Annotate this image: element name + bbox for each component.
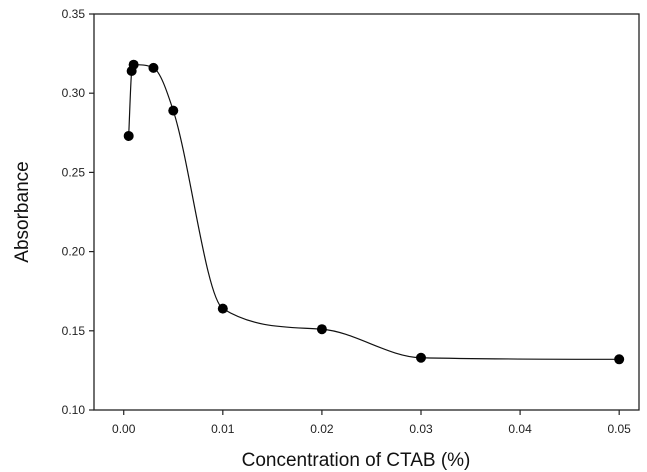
y-tick-label: 0.10: [62, 403, 86, 417]
fitted-curve: [128, 64, 620, 360]
x-tick-label: 0.03: [409, 422, 433, 436]
data-point: [416, 352, 426, 363]
plot-frame: [93, 13, 640, 411]
y-tick-label: 0.30: [62, 86, 86, 100]
y-tick-label: 0.25: [62, 165, 86, 179]
x-tick-label: 0.02: [310, 422, 334, 436]
x-tick-label: 0.00: [112, 422, 136, 436]
data-point: [217, 303, 228, 314]
y-axis-title: Absorbance: [12, 161, 33, 262]
data-points: [123, 59, 625, 365]
x-axis-title: Concentration of CTAB (%): [242, 450, 471, 471]
y-tick-label: 0.15: [62, 324, 86, 338]
y-axis-ticks: 0.10 0.15 0.20 0.25 0.30 0.35: [62, 7, 94, 417]
x-tick-label: 0.05: [608, 422, 632, 436]
data-point: [168, 105, 179, 116]
y-tick-label: 0.20: [62, 245, 86, 259]
data-point: [614, 354, 625, 365]
y-tick-label: 0.35: [62, 7, 86, 21]
x-tick-label: 0.01: [211, 422, 235, 436]
x-tick-label: 0.04: [508, 422, 532, 436]
data-point: [148, 62, 159, 73]
data-point: [128, 59, 139, 70]
data-point: [123, 130, 134, 141]
x-axis-ticks: 0.00 0.01 0.02 0.03 0.04 0.05: [112, 410, 631, 436]
data-point: [316, 324, 327, 335]
